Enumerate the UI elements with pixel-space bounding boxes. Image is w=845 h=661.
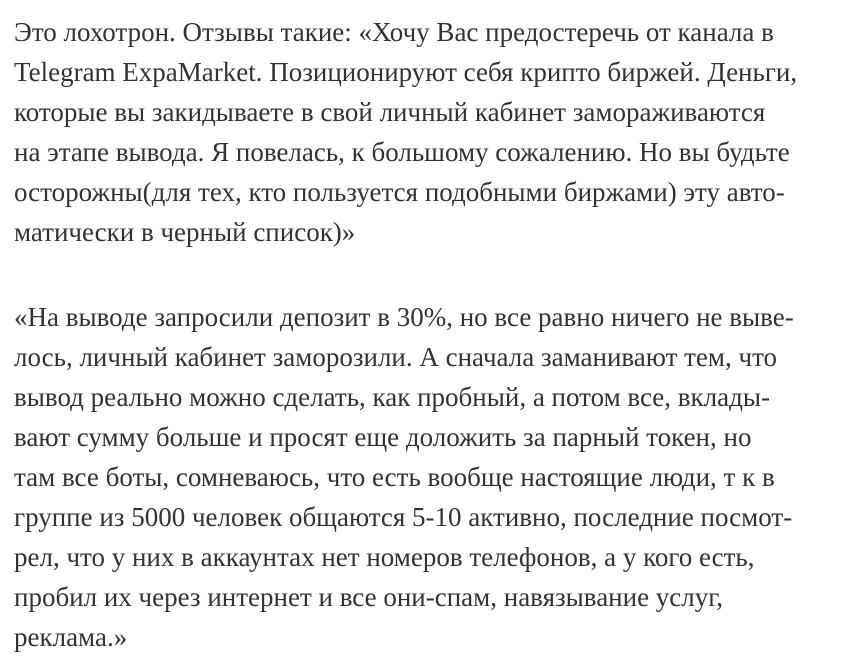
text-line: лось, личный кабинет заморозили. А снача… (14, 342, 778, 372)
text-line: осторожны(для тех, кто пользуется подобн… (14, 177, 785, 207)
text-line: вывод реально можно сделать, как пробный… (14, 382, 770, 412)
text-line: пробил их через интернет и все они-спам,… (14, 582, 724, 612)
paragraph: «На выводе запросили депозит в 30%, но в… (14, 297, 835, 657)
text-line: Это лохотрон. Отзывы такие: «Хочу Вас пр… (14, 17, 774, 47)
text-line: «На выводе запросили депозит в 30%, но в… (14, 302, 794, 332)
text-line: там все боты, сомневаюсь, что есть вообщ… (14, 462, 775, 492)
text-line: рел, что у них в аккаунтах нет номеров т… (14, 542, 755, 572)
text-line: вают сумму больше и просят еще доложить … (14, 422, 752, 452)
text-line: Telegram ExpaMarket. Позиционируют себя … (14, 57, 798, 87)
text-line: реклама.» (14, 622, 128, 652)
paragraph: Это лохотрон. Отзывы такие: «Хочу Вас пр… (14, 12, 835, 252)
text-line: группе из 5000 человек общаются 5-10 акт… (14, 502, 793, 532)
text-line: которые вы закидываете в свой личный каб… (14, 97, 766, 127)
text-line: матически в черный список)» (14, 217, 356, 247)
text-line: на этапе вывода. Я повелась, к большому … (14, 137, 790, 167)
